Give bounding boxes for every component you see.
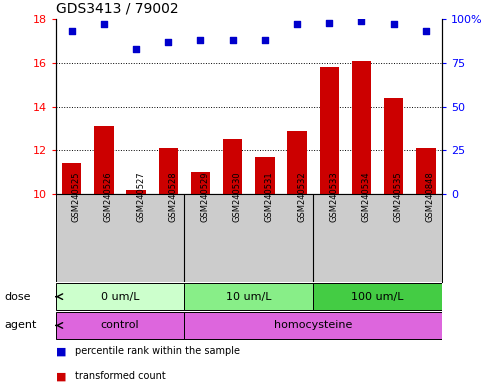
Text: GSM240527: GSM240527: [136, 171, 145, 222]
Text: GDS3413 / 79002: GDS3413 / 79002: [56, 2, 178, 15]
Bar: [158, 148, 178, 194]
Text: percentile rank within the sample: percentile rank within the sample: [75, 346, 240, 356]
Point: [68, 28, 75, 35]
Point: [132, 46, 140, 52]
Bar: [384, 98, 403, 194]
Point: [293, 22, 301, 28]
Bar: [191, 172, 210, 194]
Text: homocysteine: homocysteine: [274, 320, 352, 331]
Text: GSM240525: GSM240525: [71, 171, 81, 222]
Bar: [185, 283, 313, 310]
Point: [100, 22, 108, 28]
Text: transformed count: transformed count: [75, 371, 166, 381]
Bar: [320, 67, 339, 194]
Text: 100 um/L: 100 um/L: [351, 291, 404, 302]
Point: [357, 18, 365, 24]
Point: [229, 37, 237, 43]
Bar: [94, 126, 114, 194]
Point: [326, 20, 333, 26]
Bar: [223, 139, 242, 194]
Text: GSM240535: GSM240535: [394, 171, 403, 222]
Text: GSM240533: GSM240533: [329, 171, 338, 222]
Bar: [287, 131, 307, 194]
Bar: [62, 163, 81, 194]
Text: GSM240534: GSM240534: [361, 171, 370, 222]
Text: 0 um/L: 0 um/L: [100, 291, 139, 302]
Text: control: control: [100, 320, 139, 331]
Bar: [313, 283, 442, 310]
Bar: [352, 61, 371, 194]
Point: [261, 37, 269, 43]
Text: GSM240532: GSM240532: [297, 171, 306, 222]
Point: [164, 39, 172, 45]
Text: GSM240526: GSM240526: [104, 171, 113, 222]
Bar: [56, 283, 185, 310]
Point: [197, 37, 204, 43]
Text: GSM240528: GSM240528: [168, 171, 177, 222]
Bar: [127, 190, 146, 194]
Text: GSM240848: GSM240848: [426, 171, 435, 222]
Text: 10 um/L: 10 um/L: [226, 291, 271, 302]
Bar: [255, 157, 274, 194]
Point: [422, 28, 430, 35]
Bar: [416, 148, 436, 194]
Bar: [56, 312, 185, 339]
Text: agent: agent: [5, 320, 37, 331]
Bar: [185, 312, 442, 339]
Point: [390, 22, 398, 28]
Text: dose: dose: [5, 291, 31, 302]
Text: GSM240529: GSM240529: [200, 171, 210, 222]
Text: GSM240531: GSM240531: [265, 171, 274, 222]
Text: GSM240530: GSM240530: [233, 171, 242, 222]
Text: ■: ■: [56, 346, 66, 356]
Text: ■: ■: [56, 371, 66, 381]
